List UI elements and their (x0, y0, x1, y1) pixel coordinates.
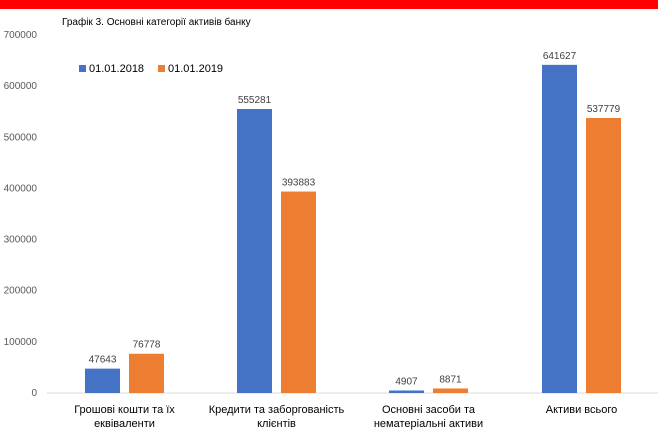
bar-series1 (237, 109, 272, 393)
chart-title: Графік 3. Основні категорії активів банк… (62, 16, 251, 28)
bar-series2 (433, 388, 468, 393)
category-label-line: клієнтів (257, 418, 296, 430)
legend-swatch (158, 65, 165, 72)
red-top-strip (0, 0, 658, 9)
data-label: 8871 (439, 374, 462, 385)
y-tick-label: 100000 (4, 337, 38, 348)
category-labels: Грошові кошти та їх еквіваленти Кредити та… (74, 404, 617, 430)
category-label: Активи всього (546, 404, 617, 416)
y-tick-label: 200000 (4, 286, 38, 297)
data-label: 47643 (89, 355, 117, 366)
category-label-line: Основні засоби та (382, 404, 476, 416)
data-label: 4907 (395, 376, 418, 387)
bar-series2 (129, 353, 164, 393)
bars (85, 64, 621, 394)
category-label: Грошові кошти та їх еквіваленти (74, 404, 175, 430)
data-label: 555281 (238, 95, 272, 106)
y-tick-label: 700000 (4, 30, 38, 41)
legend-swatch (79, 65, 86, 72)
category-label-line: Кредити та заборгованість (209, 404, 345, 416)
data-label: 76778 (133, 340, 161, 351)
category-label-line: еквіваленти (94, 418, 155, 430)
y-tick-label: 0 (31, 388, 37, 399)
data-label: 393883 (282, 178, 316, 189)
bar-series1 (542, 64, 577, 393)
category-label: Кредити та заборгованість клієнтів (209, 404, 345, 430)
y-tick-label: 500000 (4, 132, 38, 143)
bar-series2 (586, 117, 621, 394)
category-label-line: нематеріальні активи (374, 418, 483, 430)
legend-label: 01.01.2019 (168, 63, 223, 75)
y-tick-label: 300000 (4, 235, 38, 246)
data-labels: 47643 555281 4907 641627 76778 393883 8871 5377… (89, 51, 621, 388)
data-label: 537779 (587, 104, 621, 115)
y-tick-label: 400000 (4, 183, 38, 194)
y-axis-ticks: 0 100000 200000 300000 400000 500000 600000 700… (4, 30, 38, 399)
bar-series2 (281, 191, 316, 393)
legend-label: 01.01.2018 (89, 63, 144, 75)
bar-series1 (85, 368, 120, 393)
category-label: Основні засоби та нематеріальні активи (374, 404, 483, 430)
bar-series1 (389, 390, 424, 393)
y-tick-label: 600000 (4, 81, 38, 92)
legend: 01.01.2018 01.01.2019 (79, 63, 223, 75)
category-label-line: Активи всього (546, 404, 617, 416)
category-label-line: Грошові кошти та їх (74, 404, 175, 416)
data-label: 641627 (543, 51, 577, 62)
